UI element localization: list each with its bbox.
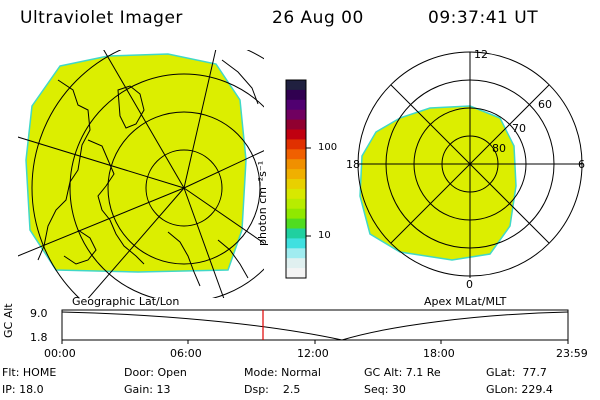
mode-info: Mode: Normal [244, 366, 321, 379]
color-scale-swatch [286, 169, 306, 180]
door-info: Door: Open [124, 366, 187, 379]
seq-info: Seq: 30 [364, 383, 406, 396]
color-scale-swatch [286, 119, 306, 130]
geo-panel-label: Geographic Lat/Lon [72, 295, 180, 308]
geo-lat-circle [69, 73, 264, 298]
apex-image-panel [357, 51, 583, 278]
color-scale-swatch [286, 228, 306, 239]
geo-coastline [63, 229, 97, 265]
color-scale-swatch [286, 198, 306, 210]
geo-coastline [117, 85, 145, 129]
scale-unit-label: photon cm⁻²s⁻¹ [256, 160, 269, 246]
alt-x-tick-1800: 18:00 [423, 347, 455, 360]
color-scale-swatch [286, 139, 306, 150]
glat-info: GLat: 77.7 [486, 366, 547, 379]
alt-y-label: GC Alt [2, 303, 15, 338]
color-scale-swatch [286, 258, 306, 269]
glon-info: GLon: 229.4 [486, 383, 553, 396]
color-scale-swatch [286, 159, 306, 170]
geo-coastline [217, 239, 249, 279]
geo-coastline [37, 79, 91, 261]
scale-tick-100: 100 [318, 142, 338, 153]
apex-panel-label: Apex MLat/MLT [424, 295, 507, 308]
gain-info: Gain: 13 [124, 383, 171, 396]
mlt-label-12: 12 [474, 48, 488, 61]
instrument-title: Ultraviolet Imager [20, 8, 183, 28]
mlt-label-6: 6 [578, 158, 585, 171]
mlt-label-0: 0 [466, 278, 473, 291]
geo-coastline [167, 231, 201, 287]
color-scale-swatch [286, 149, 306, 160]
ip-info: IP: 18.0 [2, 383, 44, 396]
gc-alt-info: GC Alt: 7.1 Re [364, 366, 441, 379]
color-scale-swatch [286, 248, 306, 259]
color-scale-swatch [286, 238, 306, 249]
color-scale-border [285, 79, 307, 279]
color-scale-swatch [286, 218, 306, 229]
color-scale-swatch [286, 99, 306, 111]
geo-lat-circle [107, 111, 261, 265]
flight-info: Flt: HOME [2, 366, 57, 379]
color-scale-swatch [286, 179, 306, 190]
alt-x-tick-0000: 00:00 [44, 347, 76, 360]
color-scale-swatch [286, 188, 306, 200]
alt-y-tick-low: 1.8 [30, 331, 48, 344]
alt-x-tick-2359: 23:59 [556, 347, 588, 360]
geo-lat-circle [145, 149, 223, 227]
alt-x-tick-0600: 06:00 [170, 347, 202, 360]
color-scale-swatch [286, 129, 306, 140]
apex-aurora-region [359, 105, 517, 261]
geo-coastline [221, 59, 259, 105]
geographic-image-panel [18, 50, 264, 298]
altitude-plot [61, 309, 569, 344]
color-scale-swatch [286, 89, 306, 101]
lat-label-60: 60 [538, 98, 552, 111]
alt-y-tick-high: 9.0 [30, 307, 48, 320]
color-scale-swatch [286, 268, 306, 279]
geo-coastline [87, 139, 145, 265]
color-scale-swatch [286, 109, 306, 121]
lat-label-70: 70 [512, 122, 526, 135]
scale-tick-10: 10 [318, 230, 331, 241]
lat-label-80: 80 [492, 142, 506, 155]
geo-aurora-region [25, 53, 247, 273]
geo-lat-circle [31, 50, 264, 298]
altitude-curve [61, 311, 569, 341]
color-scale-swatch [286, 80, 306, 91]
dsp-info: Dsp: 2.5 [244, 383, 301, 396]
time-label: 09:37:41 UT [428, 8, 539, 28]
alt-x-tick-1200: 12:00 [297, 347, 329, 360]
color-scale-swatch [286, 208, 306, 220]
color-scale-bar [285, 79, 311, 279]
date-label: 26 Aug 00 [272, 8, 364, 28]
mlt-label-18: 18 [346, 158, 360, 171]
